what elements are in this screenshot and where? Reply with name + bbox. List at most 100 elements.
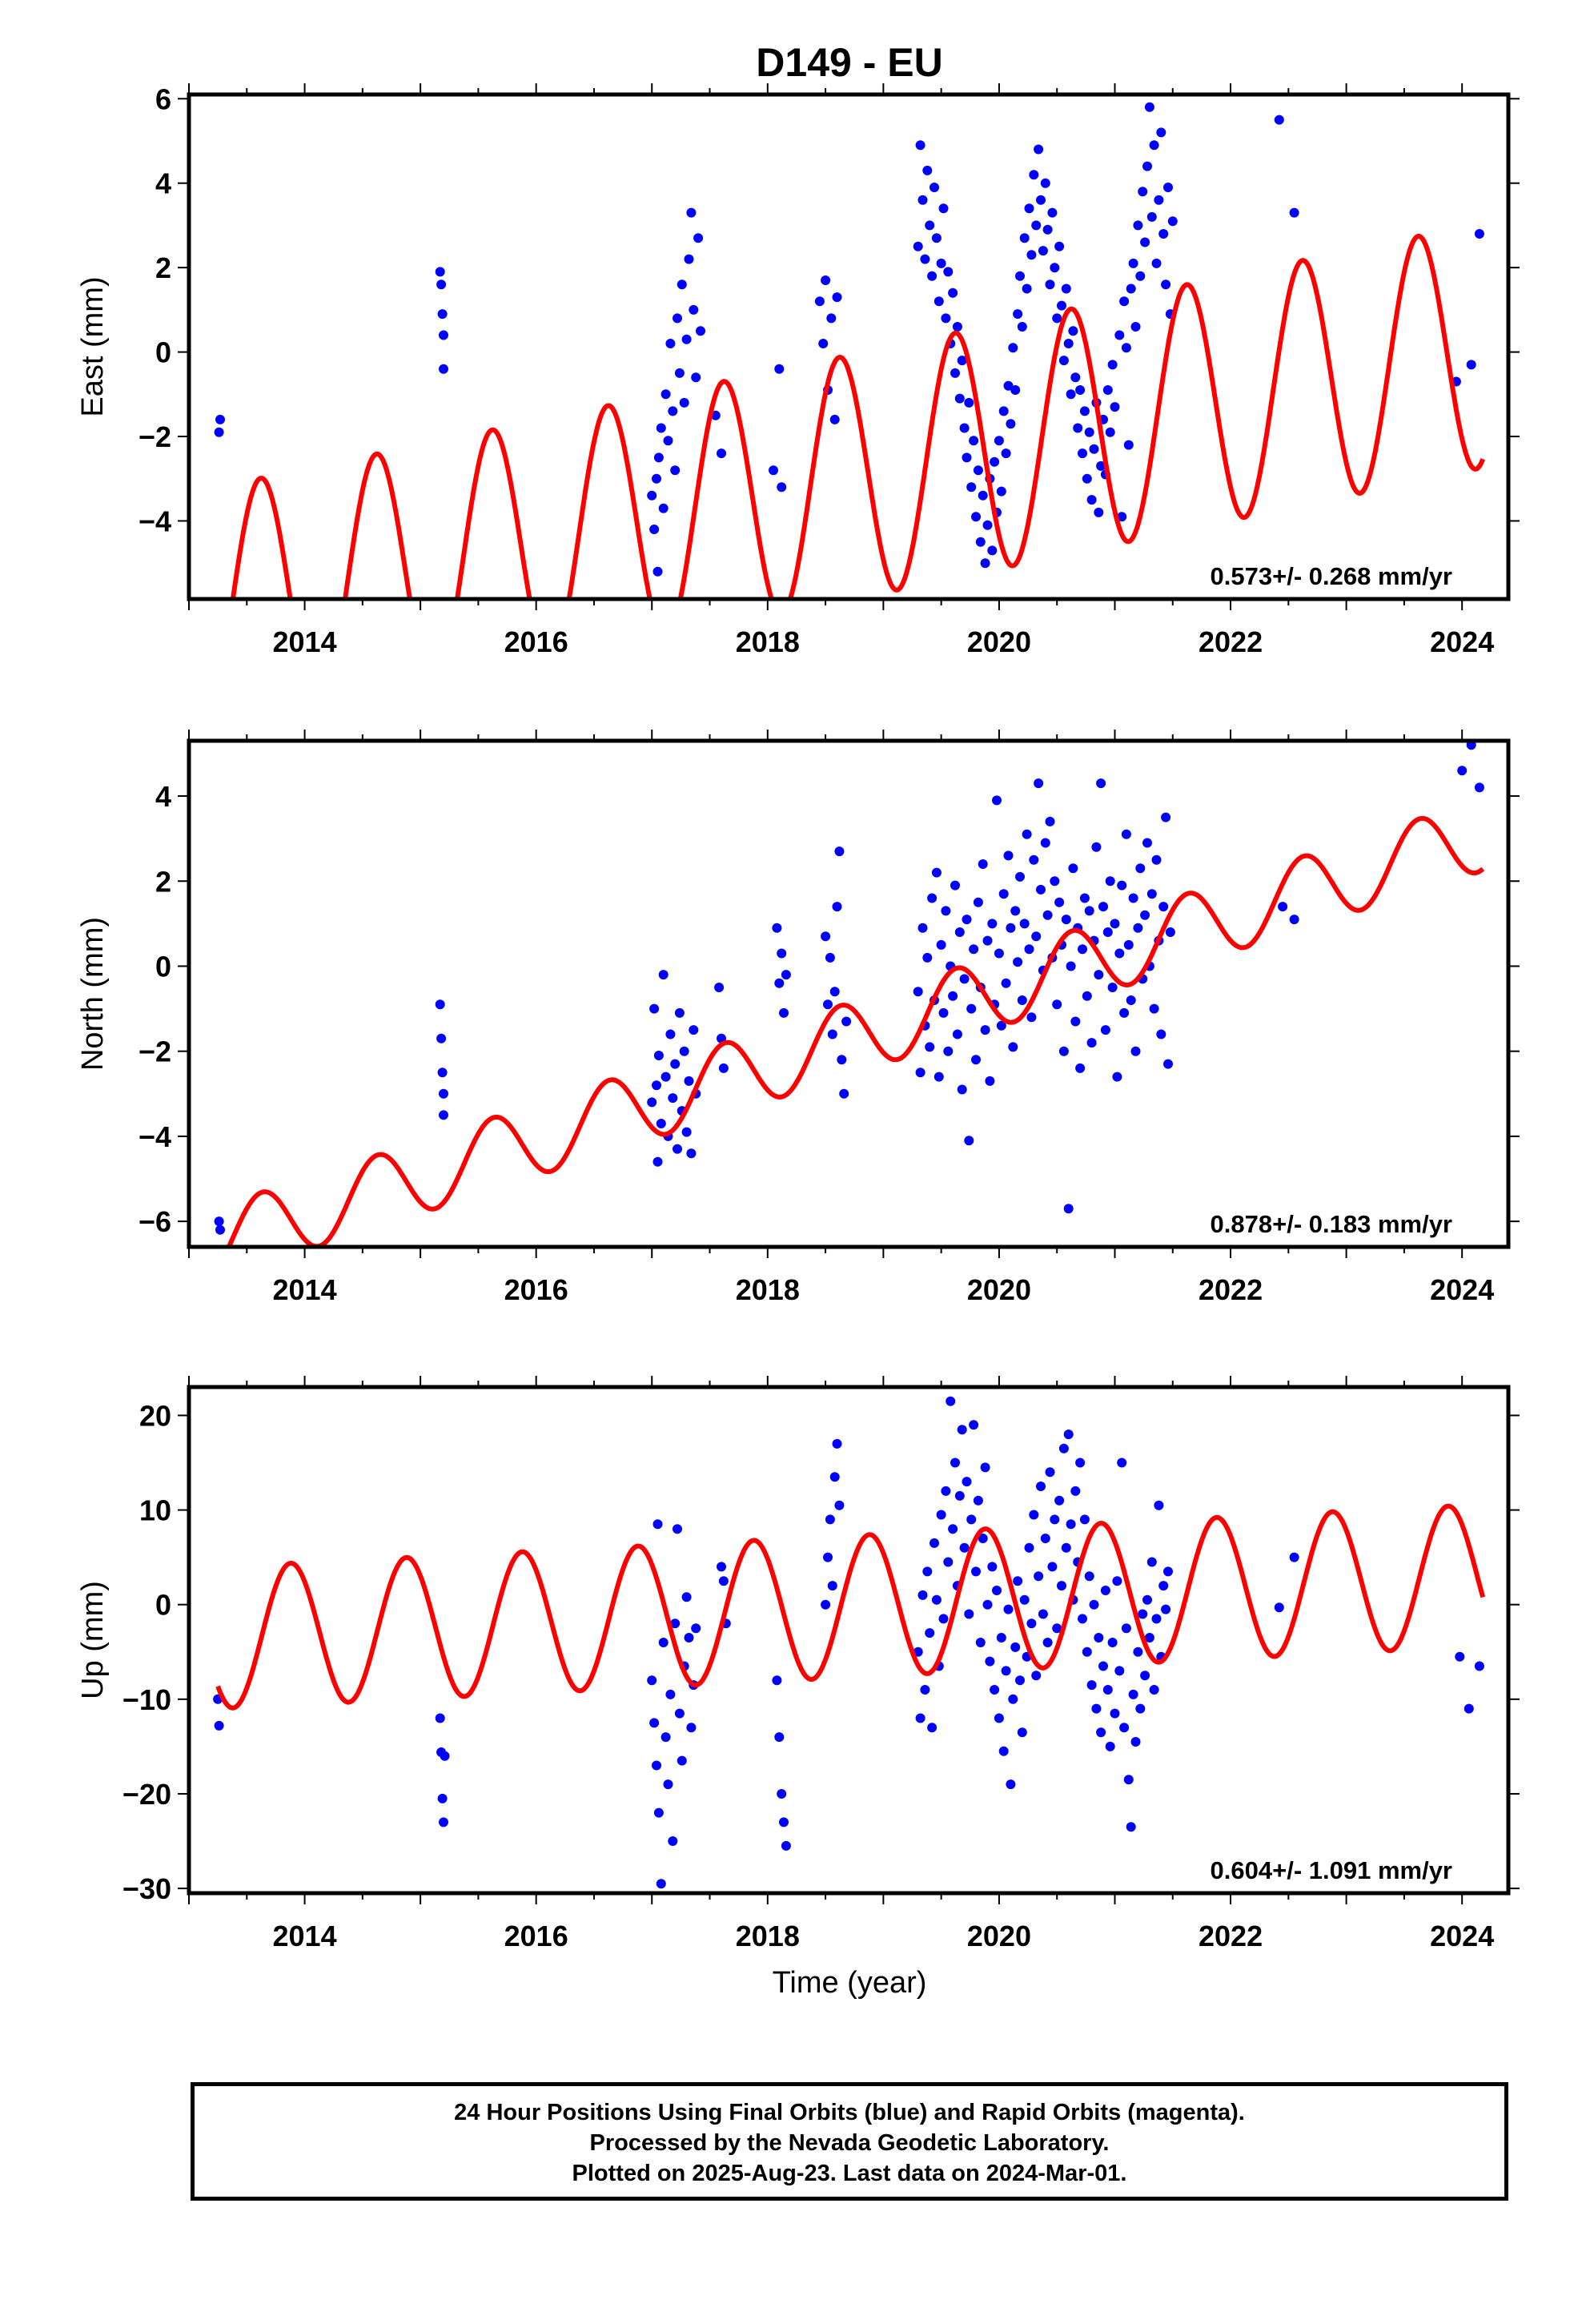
east-data-point [1029,170,1039,180]
up-x-tick-label: 2024 [1430,1920,1494,1952]
footer-line-1: 24 Hour Positions Using Final Orbits (bl… [454,2100,1245,2125]
up-data-point [661,1732,671,1743]
north-data-point [437,1068,448,1078]
north-data-point [998,889,1009,899]
up-data-point [962,1477,972,1487]
east-data-point [826,313,837,324]
north-data-point [959,974,970,984]
up-data-point [925,1628,935,1638]
north-data-point [1024,944,1034,955]
up-data-point [959,1542,970,1553]
north-data-point [1163,1059,1173,1069]
east-data-point [987,545,998,556]
east-data-point [214,427,224,437]
up-data-point [829,1472,840,1482]
north-data-point [925,1042,935,1052]
north-data-point [941,906,951,916]
north-data-point [681,1127,692,1137]
up-data-point [1038,1609,1048,1619]
north-data-point [1105,876,1115,887]
east-data-point [1082,473,1092,484]
north-data-point [913,987,923,997]
east-x-tick-label: 2020 [967,625,1031,658]
north-data-point [825,952,835,963]
east-data-point [1135,271,1146,281]
north-data-point [1075,1063,1086,1073]
east-data-point [661,389,671,400]
north-data-point [1052,999,1062,1010]
north-data-point [1034,778,1044,789]
up-data-point [957,1425,967,1435]
east-data-point [962,452,972,463]
north-data-point [1015,871,1025,882]
east-data-point [998,406,1009,416]
east-data-point [1057,300,1066,311]
east-x-tick-label: 2018 [736,625,800,658]
east-data-point [915,140,926,151]
up-data-point [982,1599,993,1610]
east-data-point [1050,263,1060,273]
up-data-point [1094,1633,1104,1642]
panel-north: 2014 2016 2018 2020 2022 2024 −6 −4 −2 0 2 4 North (… [76,730,1520,1306]
north-data-point [1058,1046,1069,1056]
north-data-point [1140,910,1150,920]
east-data-point [668,406,678,416]
up-plot-frame [187,1385,1511,1896]
north-data-point [1026,1012,1037,1023]
north-data-point [1156,1029,1166,1039]
east-data-point [1075,385,1086,395]
panel-east: 2014 2016 2018 2020 2022 2024 −4 −2 0 2 4 6 East (mm… [76,82,1520,658]
up-data-point [936,1510,946,1520]
up-data-point [1078,1614,1087,1624]
up-data-point [1029,1510,1039,1520]
up-data-point [1105,1741,1115,1751]
north-data-point [841,1016,852,1027]
east-data-point [1068,326,1078,336]
east-data-point [769,465,778,476]
east-data-point [652,473,661,484]
north-data-point [1474,782,1484,793]
north-data-point [774,978,785,988]
north-data-point [1112,1072,1122,1082]
east-plot-frame [187,92,1511,601]
up-data-point [1008,1694,1018,1704]
up-rate-annotation: 0.604+/- 1.091 mm/yr [1211,1856,1452,1884]
up-data-point [1121,1623,1131,1634]
east-data-point [818,339,829,348]
east-data-point [663,436,673,446]
north-data-point [1126,995,1136,1005]
east-data-point [1289,207,1299,218]
up-data-point [987,1562,998,1572]
north-data-point [1078,944,1087,955]
up-data-point [834,1500,845,1510]
east-data-point [1114,330,1125,340]
east-data-point [821,275,831,285]
north-data-point [1022,829,1032,839]
east-x-tick-label: 2022 [1199,625,1263,658]
north-data-point [1045,816,1055,826]
up-data-point [1096,1727,1106,1738]
north-data-point [1054,897,1065,907]
north-data-point [714,983,725,992]
north-data-point [943,1046,954,1056]
east-data-point [1138,187,1148,197]
east-data-point [1158,229,1169,239]
east-data-point [978,490,988,501]
up-data-point [668,1836,678,1846]
east-data-point [1110,402,1120,412]
east-data-point [1156,127,1166,138]
north-data-point [1086,1038,1097,1048]
north-data-point [927,893,938,903]
up-data-point [1138,1609,1148,1619]
north-data-point [670,1059,681,1069]
north-data-point [718,1063,729,1073]
east-data-point [1058,356,1069,366]
up-data-point [1130,1737,1141,1747]
north-data-point [1151,854,1162,865]
east-data-point [1034,144,1044,155]
east-data-point [665,339,676,348]
up-data-point [980,1462,990,1473]
north-data-point [837,1055,847,1065]
north-data-point [952,1029,962,1039]
east-data-point [679,397,689,408]
